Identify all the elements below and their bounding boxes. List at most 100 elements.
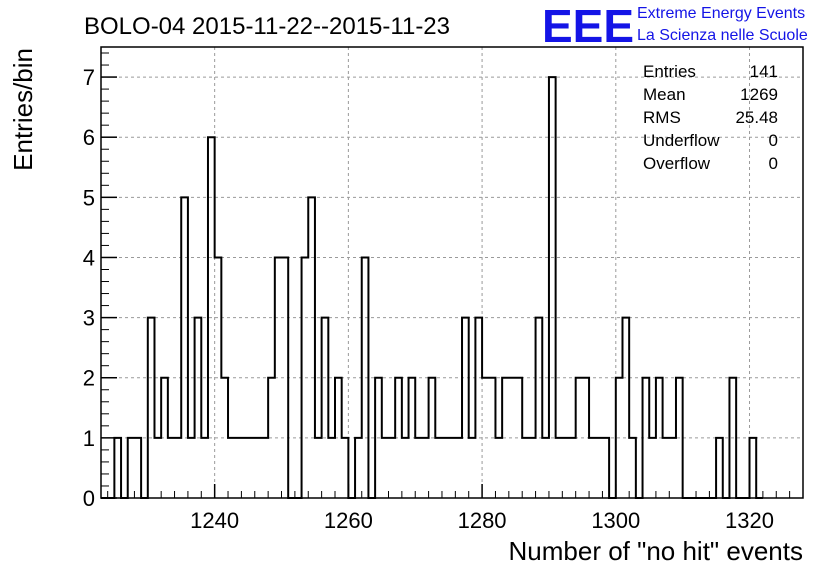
stats-label: Mean [643,85,686,104]
histogram-bin [482,378,489,498]
histogram-bin [602,438,609,498]
histogram-bin [215,257,222,498]
histogram-bin [248,438,255,498]
histogram-bin [656,378,663,498]
grid-lines [101,47,803,498]
histogram-bin [342,438,349,498]
histogram-bin [750,438,757,498]
histogram-outline [101,76,763,499]
axes: 1240 1260 1280 1300 1320 0 1 2 3 4 5 6 7 [83,52,804,533]
histogram-bin [649,438,656,498]
histogram-bin [629,438,636,498]
x-tick-label: 1240 [190,508,239,533]
stats-value: 0 [769,154,778,173]
histogram-bin [181,197,188,498]
histogram-bin [536,318,543,498]
y-tick-label: 4 [83,245,95,270]
histogram-bin [462,318,469,498]
histogram-bin [154,438,161,498]
histogram-bin [643,378,650,498]
histogram-bin [415,438,422,498]
histogram-bin [455,438,462,498]
histogram-bin [402,438,409,498]
histogram-bin [235,438,242,498]
histogram-bin [268,378,275,498]
logo-line-2: La Scienza nelle Scuole [637,27,808,44]
x-tick-label: 1280 [458,508,507,533]
histogram-bin [228,438,235,498]
logo-mark: EEE [542,0,634,52]
histogram-bin [442,438,449,498]
histogram-bin [302,257,309,498]
histogram-bin [596,438,603,498]
histogram-bin [241,438,248,498]
histogram-bin [388,438,395,498]
histogram-bin [114,438,121,498]
histogram-bin [569,438,576,498]
histogram-bin [475,318,482,498]
histogram-bin [128,438,135,498]
y-tick-label: 7 [83,65,95,90]
histogram-bin [375,378,382,498]
stats-value: 0 [769,131,778,150]
stats-label: Overflow [643,154,711,173]
histogram-bin [275,257,282,498]
stats-label: Entries [643,62,696,81]
histogram-bin [195,318,202,498]
histogram-bin [188,438,195,498]
histogram-bin [449,438,456,498]
y-tick-label: 3 [83,306,95,331]
histogram-bin [529,438,536,498]
histogram-bin [516,378,523,498]
histogram-bin [495,438,502,498]
histogram-bin [168,438,175,498]
histogram-bin [435,438,442,498]
histogram-bin [489,378,496,498]
y-tick-label: 0 [83,486,95,511]
histogram-bin [255,438,262,498]
histogram-bin [616,378,623,498]
histogram-bin [469,438,476,498]
stats-label: RMS [643,108,681,127]
histogram-bin [582,378,589,498]
histogram-bin [509,378,516,498]
histogram-bin [429,378,436,498]
histogram-bin [395,378,402,498]
stats-value: 141 [750,62,778,81]
histogram-bin [549,77,556,498]
histogram-bin [669,438,676,498]
stats-value: 1269 [740,85,778,104]
histogram-bin [261,438,268,498]
plot-frame [100,46,804,499]
chart-title: BOLO-04 2015-11-22--2015-11-23 [84,13,450,40]
histogram-bin [328,438,335,498]
histogram-bin [134,438,141,498]
histogram-bin [502,378,509,498]
histogram-bin [322,318,329,498]
histogram-bin [201,438,208,498]
histogram-bin [221,378,228,498]
histogram-bin [622,318,629,498]
histogram-bin [716,438,723,498]
x-tick-label: 1300 [591,508,640,533]
histogram-bin [148,318,155,498]
histogram-bin [355,438,362,498]
histogram-bin [542,438,549,498]
histogram-bin [676,378,683,498]
histogram-bin [308,197,315,498]
histogram-bin [208,137,215,498]
histogram-bin [282,257,289,498]
x-axis-label: Number of "no hit" events [509,536,804,566]
histogram-bin [175,438,182,498]
histogram-bin [422,438,429,498]
y-tick-label: 1 [83,426,95,451]
histogram-bin [663,438,670,498]
histogram-bin [589,438,596,498]
histogram-bin [161,378,168,498]
histogram-bin [382,438,389,498]
y-axis-label: Entries/bin [8,48,38,171]
y-tick-label: 6 [83,125,95,150]
stats-value: 25.48 [735,108,778,127]
histogram-bin [335,378,342,498]
